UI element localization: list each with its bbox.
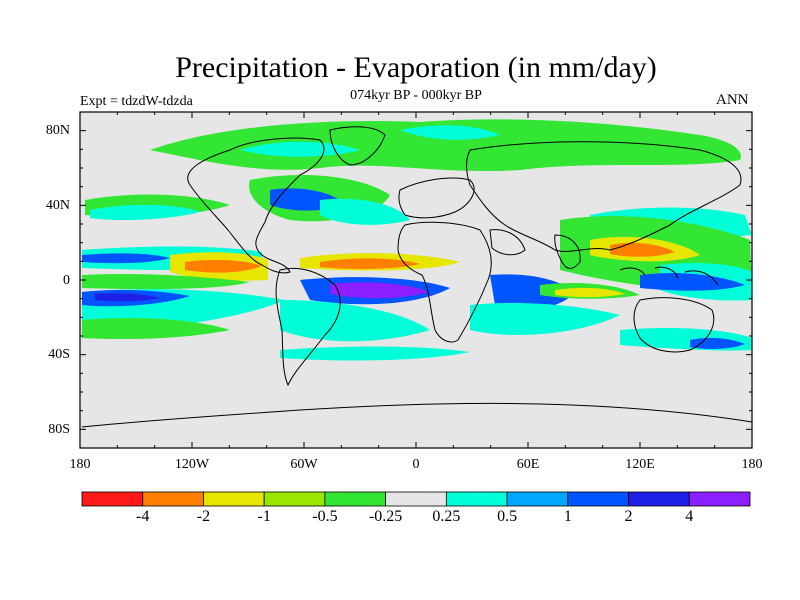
coastlines	[81, 126, 752, 428]
colorbar-label: -4	[136, 508, 150, 525]
colorbar-label: -2	[196, 508, 211, 525]
colorbar-label: -0.25	[368, 508, 403, 525]
lat-label-80s: 80S	[48, 422, 70, 437]
field-ep-orange	[185, 259, 262, 273]
colorbar-swatch	[324, 491, 387, 507]
lat-label-0: 0	[63, 273, 70, 288]
field-io-yellow	[555, 287, 625, 298]
field-sa-cyan	[280, 300, 430, 342]
lon-label-180w: 180	[69, 457, 91, 472]
colorbar-swatch	[203, 491, 265, 507]
coast-australia	[633, 297, 715, 353]
axis-ticks	[79, 111, 753, 449]
colorbar-swatch	[142, 491, 204, 507]
field-so-cyan	[280, 346, 470, 361]
coast-india	[554, 234, 581, 269]
field-wp-orange	[610, 242, 675, 257]
colorbar-label: 0.25	[432, 508, 461, 525]
field-arctic-green	[150, 119, 741, 172]
colorbar	[81, 491, 751, 507]
coast-greenland	[329, 126, 386, 166]
coast-antarctica	[81, 402, 752, 428]
colorbar-label: -0.5	[312, 508, 338, 525]
lon-label-180e: 180	[741, 457, 763, 472]
coast-south-america	[275, 267, 341, 387]
field-wp-blue	[640, 273, 745, 291]
field-npac-cyan	[90, 204, 200, 220]
lon-label-0: 0	[412, 457, 420, 472]
field-atl-orange	[320, 258, 420, 269]
colorbar-swatch	[567, 491, 629, 507]
lat-label-40n: 40N	[45, 198, 70, 213]
field-arctic-cyan	[240, 141, 360, 157]
lat-label-40s: 40S	[48, 347, 70, 362]
coast-asia	[466, 141, 742, 252]
field-ep-blue	[82, 253, 170, 264]
lon-label-60w: 60W	[290, 457, 318, 472]
lon-label-120w: 120W	[174, 457, 210, 472]
coast-maritime-islands	[619, 266, 719, 286]
colorbar-swatch	[263, 491, 326, 507]
colorbar-swatch	[385, 491, 447, 507]
colorbar-swatch	[688, 491, 751, 507]
colorbar-swatch	[506, 491, 569, 507]
colorbar-label: -1	[257, 508, 271, 525]
coast-europe	[398, 177, 475, 219]
lon-label-120e: 120E	[625, 457, 655, 472]
colorbar-swatch	[81, 491, 144, 507]
field-io-blue	[490, 274, 575, 311]
colorbar-label: 1	[563, 508, 572, 525]
coast-africa	[397, 221, 492, 343]
colorbar-label: 2	[624, 508, 633, 525]
colorbar-label: 4	[685, 508, 694, 525]
field-atl-purple	[330, 282, 430, 299]
coast-north-america	[187, 137, 325, 274]
colorbar-label: 0.5	[497, 508, 518, 525]
experiment-label: Expt = tdzdW-tdzda	[80, 94, 193, 109]
coast-arabia	[489, 229, 526, 256]
field-io-cyan	[470, 303, 620, 335]
field-natl-cyan	[320, 198, 410, 225]
field-sp-green	[82, 318, 230, 340]
chart-subtitle: 074kyr BP - 000kyr BP	[350, 88, 482, 103]
lat-label-80n: 80N	[45, 123, 70, 138]
chart-title: Precipitation - Evaporation (in mm/day)	[175, 51, 657, 84]
field-sp-purple	[95, 293, 160, 302]
field-ep-green	[82, 273, 250, 290]
field-arctic-cyan-2	[400, 125, 500, 140]
pme-field	[82, 119, 752, 361]
colorbar-swatch	[628, 491, 690, 507]
colorbar-swatch	[445, 491, 508, 507]
lon-label-60e: 60E	[516, 457, 540, 472]
season-label: ANN	[716, 92, 749, 108]
